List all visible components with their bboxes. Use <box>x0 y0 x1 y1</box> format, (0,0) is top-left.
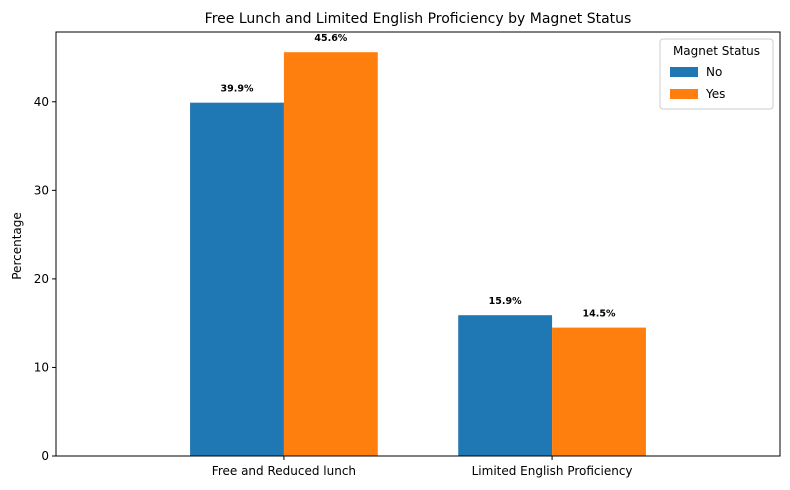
data-label-yes-0: 45.6% <box>314 33 347 44</box>
data-label-no-1: 15.9% <box>489 296 522 307</box>
x-tick-label: Free and Reduced lunch <box>212 464 356 478</box>
legend-swatch-yes <box>670 89 698 99</box>
axes-layer: 0 10 20 30 40 Free and Reduced lunch Limited E… <box>34 31 781 478</box>
data-label-no-0: 39.9% <box>221 84 254 95</box>
y-tick-label: 20 <box>34 272 49 286</box>
legend-label-yes: Yes <box>705 87 725 101</box>
legend: Magnet Status No Yes <box>659 38 774 110</box>
legend-label-no: No <box>706 65 722 79</box>
bar-yes-1 <box>552 327 646 456</box>
bar-no-0 <box>190 102 284 457</box>
plot-frame <box>55 31 781 457</box>
bar-yes-0 <box>283 52 378 456</box>
bar-no-1 <box>458 315 553 456</box>
y-tick-label: 10 <box>34 360 49 374</box>
x-tick-label: Limited English Proficiency <box>472 464 633 478</box>
data-label-yes-1: 14.5% <box>583 309 616 320</box>
y-axis-title: Percentage <box>10 212 24 280</box>
legend-title: Magnet Status <box>673 44 760 58</box>
legend-swatch-no <box>670 67 698 77</box>
chart-title: Free Lunch and Limited English Proficien… <box>205 11 632 27</box>
bars-layer <box>190 52 646 457</box>
y-tick-label: 40 <box>34 95 49 109</box>
y-tick-label: 30 <box>34 183 49 197</box>
data-labels-layer: 39.9% 15.9% 45.6% 14.5% <box>221 33 616 319</box>
y-tick-label: 0 <box>41 449 49 463</box>
